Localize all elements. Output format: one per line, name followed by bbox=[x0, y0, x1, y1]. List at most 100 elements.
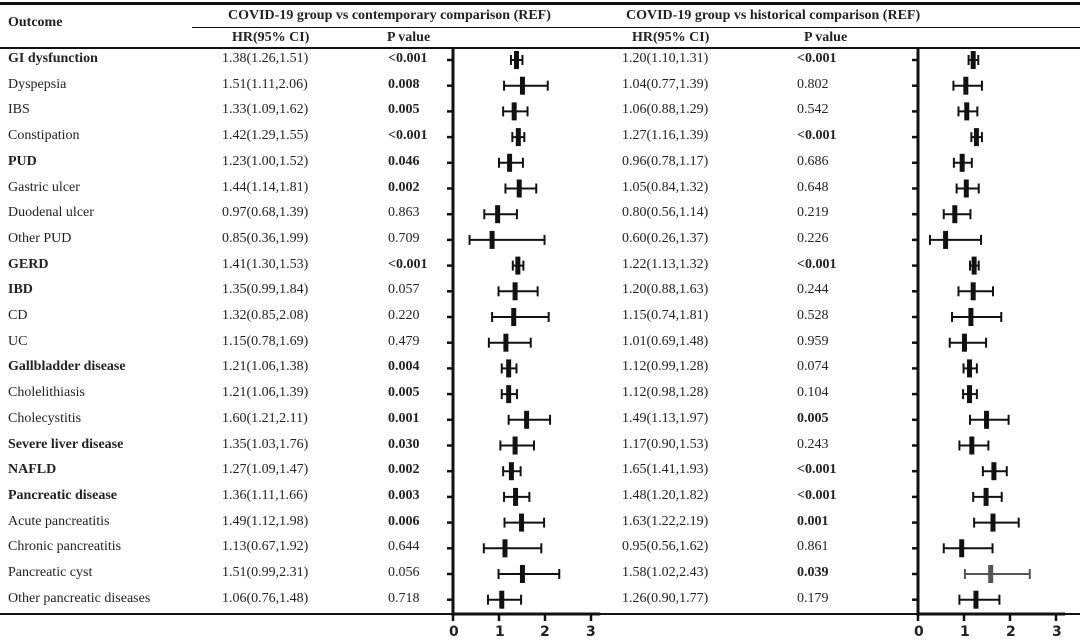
hr-marker-left bbox=[512, 436, 518, 455]
p-value-contemporary: 0.718 bbox=[388, 590, 420, 606]
hr-marker-right bbox=[983, 487, 989, 506]
p-value-historical: 0.542 bbox=[797, 102, 829, 118]
hr-marker-right bbox=[943, 230, 949, 249]
hr-ci-contemporary: 1.33(1.09,1.62) bbox=[222, 102, 309, 118]
outcome-label: Other pancreatic diseases bbox=[8, 590, 151, 606]
hr-marker-left bbox=[499, 590, 505, 609]
p-value-historical: 0.243 bbox=[797, 436, 829, 452]
hr-ci-contemporary: 1.21(1.06,1.38) bbox=[222, 359, 309, 375]
p-value-contemporary: 0.056 bbox=[388, 565, 420, 580]
p-value-contemporary: 0.008 bbox=[388, 76, 420, 92]
hr-ci-historical: 0.95(0.56,1.62) bbox=[622, 539, 709, 555]
p-value-contemporary: 0.030 bbox=[388, 436, 420, 452]
outcome-label: Other PUD bbox=[8, 230, 72, 246]
hr-ci-contemporary: 1.41(1.30,1.53) bbox=[222, 256, 309, 272]
outcome-label: Cholecystitis bbox=[8, 410, 82, 426]
hr-marker-left bbox=[515, 256, 521, 275]
p-value-contemporary: 0.005 bbox=[388, 102, 420, 118]
axis-tick-right-2: 2 bbox=[1006, 624, 1016, 640]
outcome-label: IBD bbox=[8, 282, 33, 298]
hr-ci-contemporary: 1.51(1.11,2.06) bbox=[222, 76, 308, 92]
outcome-header: Outcome bbox=[8, 15, 63, 30]
hr-ci-historical: 1.12(0.98,1.28) bbox=[622, 385, 709, 401]
hr-ci-contemporary: 1.13(0.67,1.92) bbox=[222, 539, 309, 555]
hr-ci-contemporary: 1.60(1.21,2.11) bbox=[222, 410, 308, 426]
hr-ci-historical: 1.17(0.90,1.53) bbox=[622, 436, 709, 452]
p-value-historical: <0.001 bbox=[797, 487, 837, 503]
p-value-contemporary: 0.220 bbox=[388, 308, 420, 323]
p-value-contemporary: <0.001 bbox=[388, 256, 428, 272]
p-value-historical: 0.244 bbox=[797, 282, 829, 298]
hr-ci-contemporary: 1.44(1.14,1.81) bbox=[222, 179, 309, 195]
hr-ci-contemporary: 1.36(1.11,1.66) bbox=[222, 487, 308, 503]
hr-marker-left bbox=[515, 128, 521, 147]
outcome-label: GI dysfunction bbox=[8, 51, 98, 66]
p-value-contemporary: 0.046 bbox=[388, 153, 420, 169]
hr-ci-contemporary: 1.38(1.26,1.51) bbox=[222, 51, 309, 66]
hr-ci-contemporary: 1.06(0.76,1.48) bbox=[222, 590, 309, 606]
hr-ci-contemporary: 1.15(0.78,1.69) bbox=[222, 333, 309, 349]
hr-ci-historical: 1.12(0.99,1.28) bbox=[622, 359, 709, 375]
p-value-historical: 0.226 bbox=[797, 230, 829, 246]
outcome-label: Duodenal ulcer bbox=[8, 205, 94, 221]
hr-ci-contemporary: 0.85(0.36,1.99) bbox=[222, 230, 309, 246]
p-value-contemporary: <0.001 bbox=[388, 51, 428, 66]
hr-marker-right bbox=[984, 410, 990, 429]
hr-marker-right bbox=[970, 51, 976, 69]
hr-ci-historical: 1.22(1.13,1.32) bbox=[622, 256, 709, 272]
outcome-label: IBS bbox=[8, 102, 30, 118]
hr-ci-contemporary: 1.49(1.12,1.98) bbox=[222, 513, 309, 529]
hr-marker-left bbox=[495, 205, 501, 224]
hr-marker-right bbox=[959, 153, 965, 172]
hr-ci-contemporary: 1.21(1.06,1.39) bbox=[222, 385, 309, 401]
hr-marker-right bbox=[961, 333, 967, 352]
hr-marker-left bbox=[512, 282, 518, 301]
outcome-label: Acute pancreatitis bbox=[8, 513, 110, 529]
axis-tick-left-1: 1 bbox=[495, 624, 505, 640]
outcome-label: Chronic pancreatitis bbox=[8, 539, 122, 555]
historical-group-header: COVID-19 group vs historical comparison … bbox=[626, 8, 921, 23]
header-rule bbox=[0, 47, 1080, 49]
p-value-historical: <0.001 bbox=[797, 128, 837, 144]
p-value-historical: 0.648 bbox=[797, 179, 829, 195]
outcome-label: Dyspepsia bbox=[8, 76, 67, 92]
p-value-historical: 0.959 bbox=[797, 333, 829, 349]
hr-ci-historical: 1.63(1.22,2.19) bbox=[622, 513, 709, 529]
hr-ci-contemporary: 1.32(0.85,2.08) bbox=[222, 308, 309, 323]
hr-marker-left bbox=[513, 487, 519, 506]
hr-marker-left bbox=[507, 153, 513, 172]
hr-marker-right bbox=[969, 436, 975, 455]
p-value-contemporary: 0.002 bbox=[388, 462, 420, 478]
hr-ci-historical: 1.49(1.13,1.97) bbox=[622, 410, 709, 426]
hr-ci-contemporary: 1.27(1.09,1.47) bbox=[222, 462, 309, 478]
hr-marker-left bbox=[524, 410, 530, 429]
p-value-historical: 0.001 bbox=[797, 513, 829, 529]
hr-marker-right bbox=[963, 179, 969, 198]
hr-marker-right bbox=[967, 359, 973, 378]
group-header-rule bbox=[192, 27, 1080, 28]
p-value-contemporary: 0.006 bbox=[388, 513, 420, 529]
outcome-label: CD bbox=[8, 308, 28, 323]
p-value-contemporary: 0.479 bbox=[388, 333, 420, 349]
hr-ci-historical: 1.20(1.10,1.31) bbox=[622, 51, 709, 66]
hr-marker-right bbox=[970, 282, 976, 301]
hr-ci-historical: 1.15(0.74,1.81) bbox=[622, 308, 709, 323]
axis-tick-left-0: 0 bbox=[449, 624, 459, 640]
p-value-contemporary: 0.863 bbox=[388, 205, 420, 221]
outcome-label: UC bbox=[8, 333, 28, 349]
p-header-historical: P value bbox=[804, 30, 848, 45]
hr-marker-right bbox=[991, 462, 997, 481]
hr-ci-contemporary: 1.35(0.99,1.84) bbox=[222, 282, 309, 298]
outcome-label: GERD bbox=[8, 256, 49, 272]
p-value-contemporary: <0.001 bbox=[388, 128, 428, 144]
hr-marker-left bbox=[506, 359, 512, 378]
hr-ci-historical: 0.96(0.78,1.17) bbox=[622, 153, 709, 169]
hr-ci-historical: 1.65(1.41,1.93) bbox=[622, 462, 709, 478]
hr-marker-left bbox=[511, 308, 517, 326]
axis-tick-right-3: 3 bbox=[1052, 624, 1062, 640]
hr-ci-contemporary: 1.23(1.00,1.52) bbox=[222, 153, 309, 169]
outcome-label: Gallbladder disease bbox=[8, 359, 126, 375]
p-value-historical: 0.179 bbox=[797, 590, 829, 606]
